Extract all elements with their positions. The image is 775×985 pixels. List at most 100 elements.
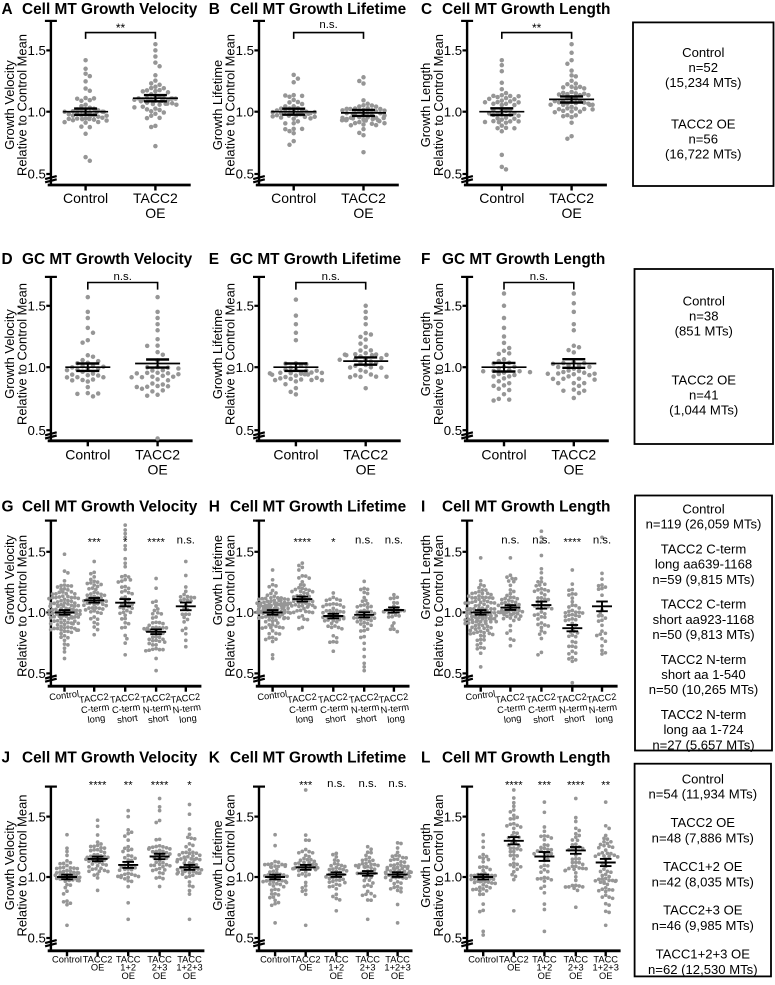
svg-text:TACC2: TACC2 — [287, 692, 318, 706]
svg-text:1+2: 1+2 — [120, 963, 136, 973]
svg-text:1.0: 1.0 — [444, 605, 462, 620]
svg-text:1.0: 1.0 — [28, 605, 46, 620]
svg-text:OE: OE — [391, 971, 404, 980]
svg-text:TACC: TACC — [355, 955, 380, 965]
svg-text:Growth Length: Growth Length — [418, 535, 433, 620]
svg-text:n.s.: n.s. — [530, 271, 548, 283]
svg-text:1+2: 1+2 — [328, 963, 344, 973]
svg-text:n.s.: n.s. — [114, 271, 132, 283]
svg-text:1.5: 1.5 — [28, 43, 46, 58]
svg-text:J: J — [2, 750, 11, 767]
svg-text:C-term: C-term — [80, 702, 110, 715]
svg-text:OE: OE — [356, 462, 376, 478]
svg-text:F: F — [421, 251, 430, 268]
svg-text:N-term: N-term — [350, 702, 380, 715]
svg-text:Relative to Control Mean: Relative to Control Mean — [223, 795, 238, 937]
svg-text:*: * — [123, 536, 128, 548]
svg-text:long: long — [87, 713, 106, 725]
svg-text:Relative to Control Mean: Relative to Control Mean — [431, 535, 446, 677]
svg-text:n=38: n=38 — [689, 309, 719, 324]
svg-text:long: long — [387, 713, 406, 725]
svg-text:1.5: 1.5 — [236, 809, 254, 824]
svg-text:0.5: 0.5 — [444, 423, 462, 438]
svg-text:Control: Control — [683, 294, 725, 309]
svg-text:Control: Control — [52, 955, 82, 965]
svg-text:*: * — [187, 780, 192, 792]
svg-text:TACC2: TACC2 — [133, 190, 178, 206]
svg-text:Control: Control — [465, 689, 496, 703]
svg-text:1+2: 1+2 — [537, 963, 553, 973]
svg-text:OE: OE — [145, 205, 165, 221]
svg-text:Control: Control — [479, 190, 524, 206]
svg-text:Control: Control — [468, 955, 498, 965]
svg-text:1.0: 1.0 — [236, 104, 254, 119]
svg-text:TACC: TACC — [385, 955, 410, 965]
svg-text:****: **** — [89, 780, 107, 792]
svg-text:n.s.: n.s. — [327, 778, 345, 790]
svg-text:TACC2+3 OE: TACC2+3 OE — [663, 903, 743, 918]
svg-text:GC MT Growth Velocity: GC MT Growth Velocity — [22, 251, 193, 268]
svg-text:0.5: 0.5 — [444, 167, 462, 182]
svg-text:n=59 (9,815 MTs): n=59 (9,815 MTs) — [652, 572, 754, 587]
svg-text:Control: Control — [481, 447, 526, 463]
svg-text:B: B — [209, 1, 220, 18]
svg-text:0.5: 0.5 — [444, 666, 462, 681]
svg-text:**: ** — [116, 21, 126, 35]
svg-text:Cell MT Growth Lifetime: Cell MT Growth Lifetime — [230, 499, 407, 516]
svg-text:2+3: 2+3 — [568, 963, 584, 973]
svg-text:short: short — [356, 713, 378, 725]
svg-text:Growth Velocity: Growth Velocity — [2, 534, 17, 624]
svg-text:OE: OE — [361, 971, 374, 980]
svg-text:Relative to Control Mean: Relative to Control Mean — [431, 34, 446, 176]
svg-text:***: *** — [538, 780, 552, 792]
svg-text:Cell MT Growth Length: Cell MT Growth Length — [442, 750, 610, 767]
svg-text:Control: Control — [682, 771, 724, 786]
svg-text:1.0: 1.0 — [236, 605, 254, 620]
svg-text:1.5: 1.5 — [444, 545, 462, 560]
svg-text:1.0: 1.0 — [444, 360, 462, 375]
svg-text:short: short — [325, 713, 347, 725]
svg-text:long aa 1-724: long aa 1-724 — [663, 722, 743, 737]
svg-text:n=41: n=41 — [689, 388, 719, 403]
svg-text:1.0: 1.0 — [444, 104, 462, 119]
svg-text:Control: Control — [260, 955, 290, 965]
svg-text:TACC2: TACC2 — [78, 692, 109, 706]
svg-text:TACC2: TACC2 — [318, 692, 349, 706]
svg-text:N-term: N-term — [380, 702, 410, 715]
svg-text:n=56: n=56 — [689, 132, 719, 147]
svg-text:TACC2: TACC2 — [586, 692, 617, 706]
svg-text:Growth Length: Growth Length — [418, 63, 433, 148]
svg-text:TACC2: TACC2 — [495, 692, 526, 706]
svg-text:Control: Control — [257, 689, 288, 703]
svg-text:0.5: 0.5 — [28, 423, 46, 438]
svg-text:n=46 (9,985 MTs): n=46 (9,985 MTs) — [652, 918, 754, 933]
svg-text:1.5: 1.5 — [444, 809, 462, 824]
svg-text:n.s.: n.s. — [385, 534, 403, 546]
svg-text:TACC2: TACC2 — [551, 447, 596, 463]
svg-text:Cell MT Growth Velocity: Cell MT Growth Velocity — [22, 499, 198, 516]
svg-text:0.5: 0.5 — [236, 666, 254, 681]
svg-text:long: long — [179, 713, 198, 725]
svg-text:n.s.: n.s. — [532, 534, 550, 546]
svg-text:H: H — [209, 499, 220, 516]
svg-text:(16,722 MTs): (16,722 MTs) — [665, 147, 741, 162]
svg-text:Relative to Control Mean: Relative to Control Mean — [431, 795, 446, 937]
svg-text:D: D — [2, 251, 13, 268]
svg-text:E: E — [209, 251, 219, 268]
svg-text:TACC2: TACC2 — [170, 692, 201, 706]
svg-text:Growth Lifetime: Growth Lifetime — [210, 820, 225, 910]
svg-text:C: C — [421, 1, 432, 18]
svg-text:C-term: C-term — [528, 702, 558, 715]
svg-text:TACC2: TACC2 — [341, 190, 386, 206]
svg-text:1.5: 1.5 — [28, 545, 46, 560]
svg-text:Control: Control — [65, 447, 110, 463]
svg-text:OE: OE — [153, 971, 166, 980]
svg-text:N-term: N-term — [142, 702, 172, 715]
svg-text:n=52: n=52 — [689, 60, 719, 75]
svg-text:1.0: 1.0 — [28, 104, 46, 119]
svg-text:Cell MT Growth Length: Cell MT Growth Length — [442, 499, 610, 516]
svg-text:(15,234 MTs): (15,234 MTs) — [665, 75, 741, 90]
svg-text:TACC2: TACC2 — [109, 692, 140, 706]
svg-text:1.5: 1.5 — [236, 43, 254, 58]
svg-text:OE: OE — [147, 462, 167, 478]
